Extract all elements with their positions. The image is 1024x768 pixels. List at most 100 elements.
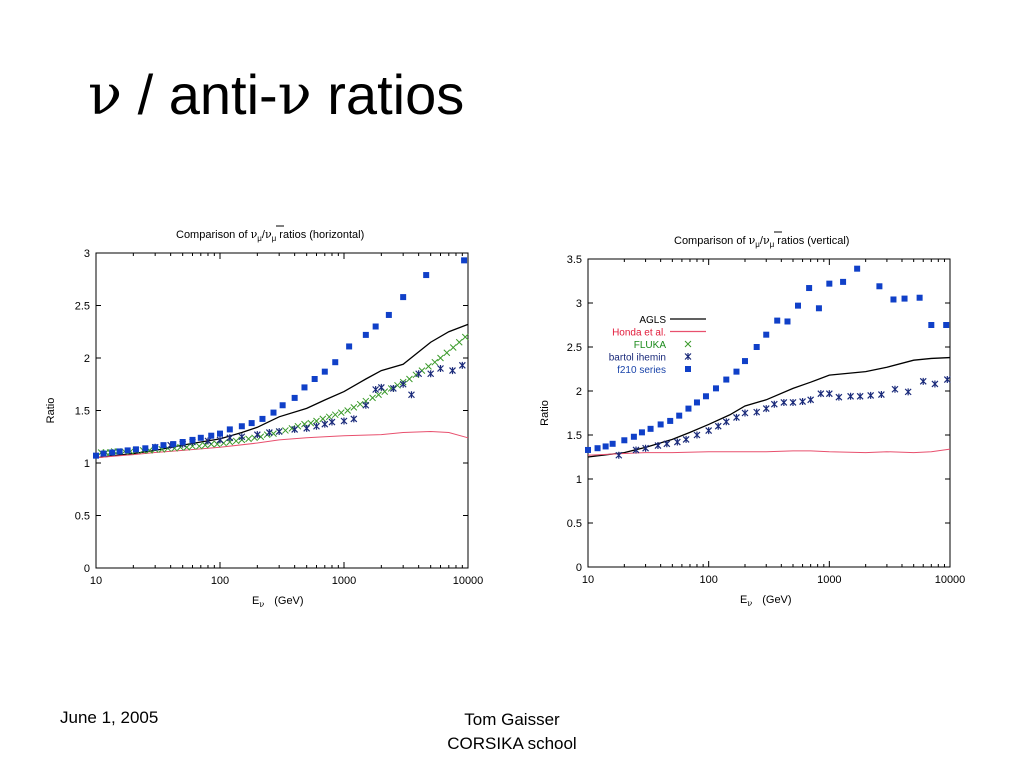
- data-point-square: [585, 446, 591, 453]
- data-point-square: [594, 445, 601, 452]
- data-point-square: [291, 394, 298, 401]
- slide-title: ν / anti-ν ratios: [88, 62, 464, 128]
- data-point-square: [189, 436, 196, 443]
- legend-label: AGLS: [639, 315, 666, 326]
- data-point-x: [394, 381, 401, 389]
- data-point-square: [723, 376, 730, 383]
- footer-date: June 1, 2005: [60, 708, 159, 727]
- title-end: ratios: [311, 63, 465, 126]
- data-point-square: [270, 409, 277, 416]
- data-point-square: [132, 446, 139, 453]
- chart-vertical: Comparison of νμ/νμ ratios (vertical) 0 0.…: [539, 231, 965, 608]
- y-tick-label: 1: [576, 474, 582, 486]
- data-point-square: [657, 421, 664, 428]
- data-point-asterisk: [427, 370, 435, 378]
- data-point-x: [461, 333, 469, 341]
- data-point-square: [100, 450, 107, 457]
- data-point-asterisk: [867, 391, 875, 399]
- data-point-asterisk: [770, 400, 778, 408]
- data-point-x: [350, 403, 358, 411]
- y-tick-label: 1: [84, 458, 90, 470]
- series-line-0: [95, 323, 469, 459]
- legend-label: f210 series: [617, 365, 666, 376]
- data-point-square: [142, 445, 149, 452]
- data-point-asterisk: [389, 384, 397, 392]
- data-point-square: [928, 322, 935, 328]
- data-point-x: [375, 391, 382, 399]
- data-point-square: [321, 368, 328, 375]
- data-point-asterisk: [789, 398, 797, 406]
- x-axis-label: Eν (GeV): [252, 595, 304, 609]
- data-point-x: [183, 443, 191, 451]
- data-point-square: [741, 358, 748, 365]
- data-point-x: [455, 338, 463, 346]
- legend-marker-square: [685, 366, 691, 372]
- data-point-square: [733, 368, 740, 375]
- data-point-x: [307, 419, 315, 427]
- data-point-square: [676, 412, 683, 419]
- data-point-square: [693, 399, 700, 406]
- data-point-asterisk: [705, 427, 713, 435]
- data-point-square: [901, 295, 908, 302]
- data-point-x: [344, 407, 351, 414]
- data-point-asterisk: [693, 431, 701, 439]
- data-point-asterisk: [303, 424, 311, 432]
- data-point-asterisk: [238, 433, 246, 441]
- data-point-square: [93, 452, 99, 459]
- data-point-asterisk: [943, 376, 951, 384]
- data-point-asterisk: [663, 440, 671, 448]
- data-point-square: [638, 429, 645, 436]
- data-point-asterisk: [216, 436, 224, 444]
- legend-label: Honda et al.: [612, 328, 666, 339]
- data-point-asterisk: [714, 422, 722, 430]
- data-point-x: [356, 400, 364, 408]
- data-point-square: [346, 343, 353, 350]
- data-point-asterisk: [931, 380, 939, 388]
- data-point-x: [337, 409, 345, 416]
- data-point-asterisk: [835, 393, 843, 401]
- data-point-square: [311, 376, 318, 382]
- footer-author-name: Tom Gaisser: [464, 710, 560, 729]
- plot-frame: [587, 258, 951, 568]
- data-point-x: [425, 363, 432, 370]
- data-point-x: [406, 375, 413, 383]
- legend-marker-x: [684, 340, 692, 348]
- data-point-square: [248, 420, 255, 427]
- data-point-asterisk: [642, 444, 649, 452]
- data-point-square: [400, 294, 407, 301]
- data-point-square: [109, 449, 116, 456]
- data-point-square: [667, 417, 674, 424]
- data-point-square: [753, 344, 760, 350]
- data-point-x: [201, 441, 209, 449]
- data-point-x: [245, 435, 252, 443]
- data-point-asterisk: [919, 377, 927, 385]
- data-point-square: [763, 331, 770, 338]
- data-point-square: [461, 257, 468, 264]
- data-point-square: [685, 405, 692, 412]
- x-tick-label: 100: [211, 575, 229, 587]
- x-axis-label: Eν (GeV): [740, 594, 792, 608]
- footer-author-school: CORSIKA school: [447, 734, 577, 753]
- y-tick-label: 0: [576, 562, 582, 574]
- data-point-square: [372, 323, 379, 330]
- data-point-square: [602, 443, 609, 450]
- y-tick-label: 0.5: [567, 518, 582, 530]
- data-point-square: [815, 305, 822, 312]
- data-point-square: [890, 296, 897, 303]
- data-point-asterisk: [807, 396, 815, 404]
- data-point-asterisk: [458, 361, 466, 369]
- data-point-square: [124, 447, 131, 454]
- data-point-asterisk: [856, 392, 864, 400]
- legend-label: FLUKA: [634, 340, 667, 351]
- data-point-x: [313, 417, 320, 425]
- data-point-x: [331, 411, 339, 419]
- data-point-asterisk: [204, 437, 212, 445]
- plot-frame: [95, 252, 469, 569]
- y-tick-label: 2: [84, 353, 90, 365]
- data-point-square: [238, 423, 245, 430]
- chart-title: Comparison of νμ/νμ ratios (vertical): [674, 234, 849, 249]
- chart-horizontal: Comparison of νμ/νμ ratios (horizontal) 0…: [45, 225, 483, 609]
- data-point-square: [621, 437, 628, 444]
- data-point-x: [369, 394, 376, 402]
- data-point-asterisk: [722, 418, 730, 426]
